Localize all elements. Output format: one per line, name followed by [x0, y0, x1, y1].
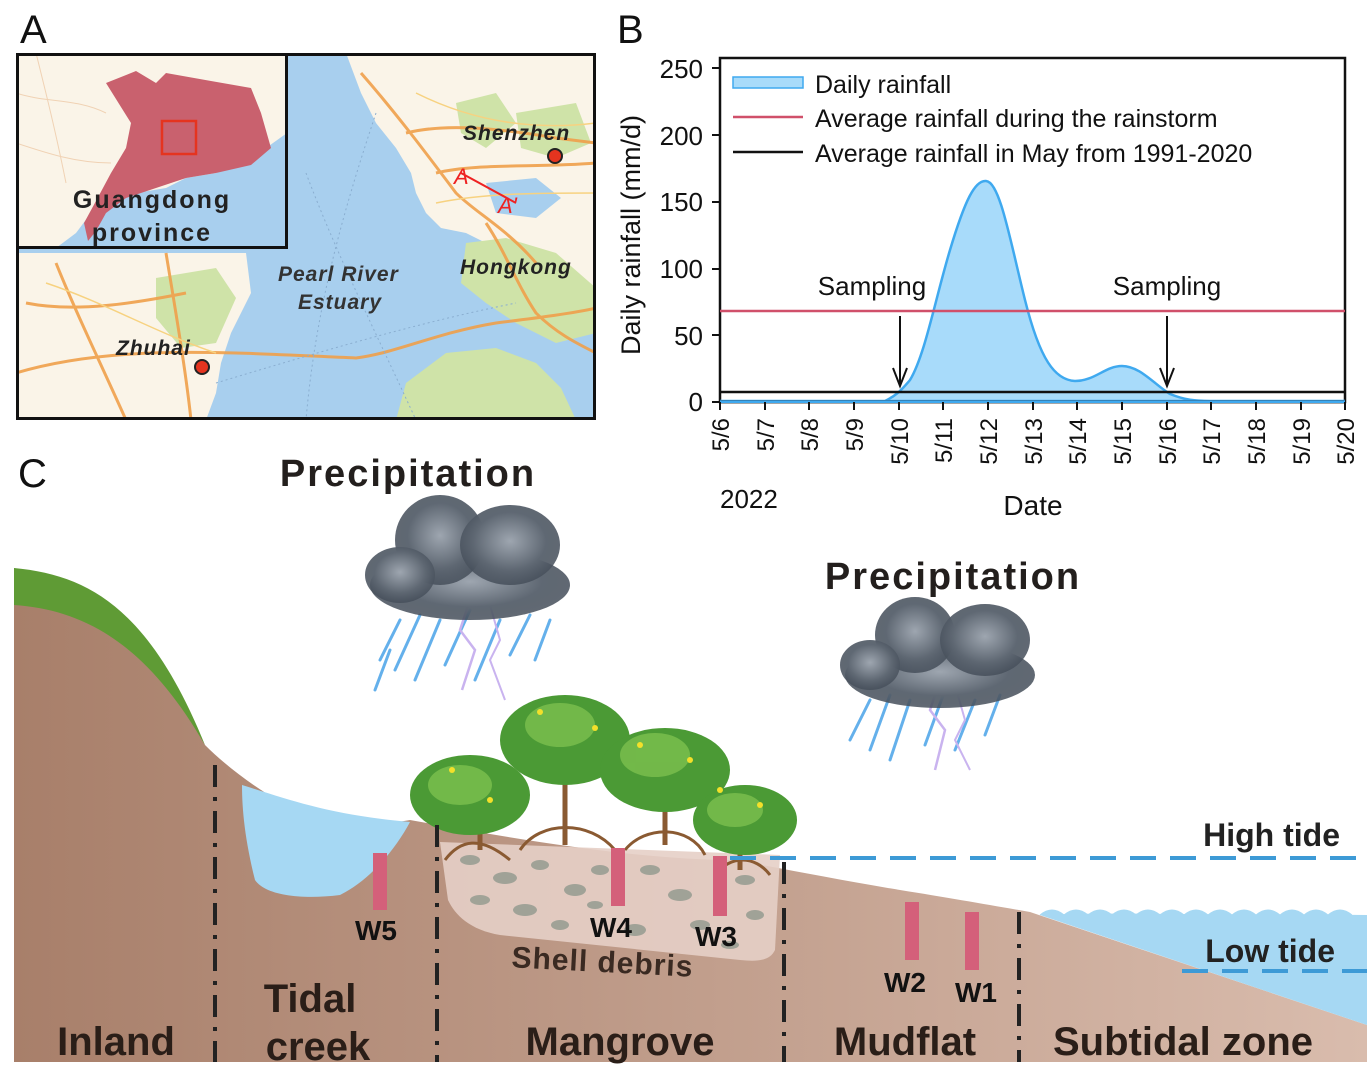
- x-axis-ticks: [719, 402, 1346, 410]
- svg-text:5/20: 5/20: [1333, 418, 1360, 465]
- svg-text:5/11: 5/11: [931, 418, 958, 463]
- map-canvas: A A' Shenzhen Hongkong Pearl River Estua…: [15, 52, 597, 421]
- estuary-label-line1: Pearl River: [278, 263, 400, 286]
- daily-rainfall-area: [720, 179, 1345, 403]
- svg-text:250: 250: [660, 54, 703, 84]
- sampling-label-2: Sampling: [1113, 271, 1221, 301]
- svg-text:Subtidal zone: Subtidal zone: [1053, 1020, 1313, 1064]
- svg-text:W1: W1: [955, 977, 997, 1008]
- svg-text:5/17: 5/17: [1199, 418, 1226, 465]
- inset-map: Guangdong province: [15, 52, 288, 249]
- high-tide-label: High tide: [1203, 817, 1340, 853]
- panel-c-diagram: High tide Low tide W5 W4 W3 W2 W1 Shell …: [0, 440, 1367, 1074]
- y-axis-ticks: 0 50 100 150 200 250: [660, 54, 703, 417]
- svg-text:Inland: Inland: [57, 1020, 175, 1064]
- svg-text:5/7: 5/7: [753, 418, 780, 451]
- svg-text:W2: W2: [884, 967, 926, 998]
- svg-text:Mangrove: Mangrove: [526, 1020, 715, 1064]
- svg-text:Daily rainfall: Daily rainfall: [815, 71, 951, 99]
- storm-cloud-icon-1: [365, 495, 570, 701]
- chart-legend: Daily rainfall Average rainfall during t…: [732, 71, 1252, 168]
- grass-cover: [14, 568, 205, 745]
- x-axis-label: Date: [1003, 490, 1062, 521]
- svg-text:5/12: 5/12: [976, 418, 1003, 465]
- panel-c-letter: C: [18, 452, 47, 496]
- svg-text:5/19: 5/19: [1289, 418, 1316, 465]
- svg-text:5/18: 5/18: [1244, 418, 1271, 465]
- svg-text:W5: W5: [355, 915, 397, 946]
- inset-label-line1: Guangdong: [73, 186, 231, 214]
- well-labels: W5 W4 W3 W2 W1: [355, 912, 997, 1008]
- svg-text:5/10: 5/10: [887, 418, 914, 465]
- hongkong-label: Hongkong: [460, 256, 572, 279]
- estuary-label-line2: Estuary: [298, 291, 382, 314]
- y-axis-label: Daily rainfall (mm/d): [616, 115, 646, 355]
- panel-b-letter: B: [617, 8, 644, 52]
- svg-text:5/8: 5/8: [797, 418, 824, 451]
- zhuhai-label: Zhuhai: [115, 337, 191, 360]
- svg-text:5/9: 5/9: [842, 418, 869, 451]
- zone-dividers: [213, 765, 1021, 1062]
- transect-end-label: A': [496, 193, 518, 218]
- svg-text:Average rainfall during the ra: Average rainfall during the rainstorm: [815, 105, 1218, 133]
- sampling-wells: [373, 848, 979, 970]
- svg-text:W4: W4: [590, 912, 632, 943]
- transect-line: [460, 172, 517, 204]
- svg-text:200: 200: [660, 121, 703, 151]
- transect-start-label: A: [452, 164, 469, 189]
- year-label: 2022: [720, 484, 778, 514]
- svg-text:5/15: 5/15: [1110, 418, 1137, 465]
- guangdong-province-shape: [84, 71, 271, 241]
- precipitation-label-2: Precipitation: [825, 556, 1081, 598]
- storm-cloud-icon-2: [840, 597, 1035, 771]
- panel-a-map: A A' Shenzhen Hongkong Pearl River Estua…: [15, 52, 597, 421]
- soil-profile: [14, 568, 1367, 1062]
- svg-text:creek: creek: [266, 1025, 371, 1069]
- x-axis-tick-labels: 5/6 5/7 5/8 5/9 5/10 5/11 5/12 5/13 5/14…: [708, 418, 1360, 465]
- sampling-label-1: Sampling: [818, 271, 926, 301]
- zhuhai-marker-icon: [194, 359, 210, 375]
- shell-debris-zone: [440, 842, 780, 961]
- sampling-arrow-1-icon: [892, 367, 908, 389]
- svg-text:5/13: 5/13: [1021, 418, 1048, 465]
- svg-text:5/14: 5/14: [1065, 418, 1092, 465]
- mangrove-trees: [410, 695, 797, 876]
- svg-text:Tidal: Tidal: [264, 977, 357, 1021]
- svg-text:W3: W3: [695, 921, 737, 952]
- low-tide-label: Low tide: [1205, 933, 1335, 969]
- inset-label-line2: province: [92, 219, 212, 247]
- shell-fragments: [460, 855, 764, 949]
- tidal-creek-water: [242, 785, 410, 897]
- legend-area-swatch: [732, 76, 804, 89]
- shenzhen-marker-icon: [547, 148, 563, 164]
- shenzhen-label: Shenzhen: [463, 122, 570, 145]
- svg-text:Mudflat: Mudflat: [834, 1020, 976, 1064]
- svg-text:50: 50: [674, 321, 703, 351]
- sampling-arrow-2-icon: [1159, 367, 1175, 389]
- rainfall-chart: Daily rainfall (mm/d) 0 50 100 150 200 2…: [600, 40, 1367, 530]
- panel-a-letter: A: [20, 8, 47, 52]
- svg-text:5/16: 5/16: [1155, 418, 1182, 465]
- svg-text:100: 100: [660, 254, 703, 284]
- precipitation-label-1: Precipitation: [280, 453, 536, 495]
- svg-text:150: 150: [660, 187, 703, 217]
- study-area-box: [160, 119, 198, 156]
- svg-text:0: 0: [689, 387, 703, 417]
- svg-text:5/6: 5/6: [708, 418, 735, 451]
- svg-text:Average rainfall in May from 1: Average rainfall in May from 1991-2020: [815, 140, 1252, 168]
- zone-labels: Inland Tidal creek Mangrove Mudflat Subt…: [57, 977, 1313, 1069]
